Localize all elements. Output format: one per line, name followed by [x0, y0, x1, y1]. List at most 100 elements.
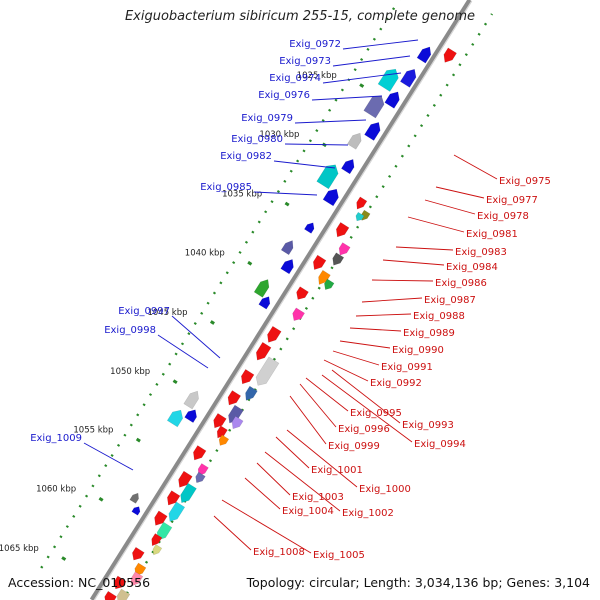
- forward-gene-5: [363, 95, 385, 119]
- reverse-leader-line: [453, 154, 498, 180]
- reverse-gene-13: [267, 325, 282, 343]
- gene-label-exig-1005: Exig_1005: [313, 550, 365, 561]
- reverse-gene-32: [156, 521, 173, 541]
- map-title: Exiguobacterium sibiricum 255-15, comple…: [124, 9, 476, 24]
- forward-gene-14: [253, 279, 270, 298]
- gene-label-exig-0997: Exig_0997: [118, 306, 170, 317]
- reverse-gene-5-shape: [336, 222, 350, 238]
- reverse-gene-15-shape: [255, 356, 280, 386]
- gene-label-exig-0985: Exig_0985: [200, 182, 252, 193]
- reverse-gene-26-shape: [195, 471, 206, 484]
- forward-leader-line: [171, 315, 221, 359]
- reverse-gene-13-shape: [267, 325, 282, 343]
- kbp-label: 1030 kbp: [259, 130, 299, 140]
- forward-leader-line: [83, 442, 134, 471]
- forward-gene-17-shape: [184, 409, 197, 423]
- reverse-leader-line: [221, 499, 312, 554]
- reverse-gene-7-shape: [332, 252, 345, 266]
- reverse-gene-39-shape: [116, 588, 131, 600]
- reverse-leader-line: [299, 383, 337, 428]
- kbp-tick-5: [209, 320, 215, 325]
- gene-label-exig-0990: Exig_0990: [392, 345, 444, 356]
- reverse-leader-line: [435, 186, 485, 199]
- forward-leader-line: [294, 119, 367, 124]
- reverse-gene-30: [168, 501, 186, 522]
- forward-gene-8-shape: [341, 159, 355, 175]
- reverse-gene-18-shape: [227, 390, 242, 406]
- reverse-gene-35-shape: [132, 546, 145, 561]
- reverse-gene-1: [443, 47, 457, 63]
- kbp-label: 1045 kbp: [147, 308, 187, 318]
- reverse-gene-37-shape: [130, 571, 144, 587]
- forward-gene-1-shape: [416, 46, 432, 64]
- reverse-gene-3-shape: [361, 209, 371, 221]
- reverse-gene-33: [151, 533, 163, 547]
- kbp-tick-7: [135, 437, 141, 443]
- gene-label-exig-1009: Exig_1009: [30, 433, 82, 444]
- forward-leader-line: [284, 143, 349, 146]
- forward-leader-line: [253, 191, 318, 196]
- gene-label-exig-0991: Exig_0991: [381, 362, 433, 373]
- gene-label-exig-0974: Exig_0974: [269, 73, 321, 84]
- kbp-label: 1060 kbp: [36, 485, 76, 495]
- gene-label-exig-0995: Exig_0995: [350, 408, 402, 419]
- reverse-gene-40: [104, 590, 117, 600]
- reverse-leader-line: [286, 429, 358, 488]
- reverse-gene-40-shape: [104, 590, 117, 600]
- gene-label-exig-0973: Exig_0973: [279, 56, 331, 67]
- reverse-leader-line: [361, 297, 423, 303]
- forward-gene-19-shape: [129, 492, 139, 504]
- reverse-gene-24-shape: [193, 445, 207, 461]
- reverse-leader-line: [355, 313, 412, 317]
- backbone-line: [89, 0, 473, 600]
- gene-label-exig-0983: Exig_0983: [455, 247, 507, 258]
- reverse-gene-27-shape: [178, 470, 193, 488]
- reverse-leader-line: [424, 199, 476, 215]
- reverse-gene-11-shape: [296, 286, 309, 300]
- reverse-gene-8: [313, 254, 327, 270]
- forward-gene-10: [322, 188, 339, 207]
- forward-gene-20-shape: [131, 506, 141, 516]
- forward-gene-18: [166, 409, 184, 428]
- kbp-tick-6: [172, 379, 178, 385]
- reverse-leader-line: [349, 327, 402, 332]
- gene-label-exig-1002: Exig_1002: [342, 508, 394, 519]
- forward-gene-16: [183, 390, 199, 410]
- reverse-gene-32-shape: [156, 521, 173, 541]
- forward-gene-2: [399, 68, 417, 88]
- forward-gene-17: [184, 409, 197, 423]
- reverse-leader-line: [332, 350, 380, 366]
- reverse-leader-line: [256, 462, 291, 496]
- forward-gene-1: [416, 46, 432, 64]
- gene-label-exig-1000: Exig_1000: [359, 484, 411, 495]
- reverse-gene-11: [296, 286, 309, 300]
- reverse-gene-24: [193, 445, 207, 461]
- reverse-gene-20-shape: [231, 415, 244, 430]
- reverse-leader-line: [289, 395, 327, 445]
- reverse-leader-line: [371, 279, 434, 282]
- reverse-leader-line: [264, 451, 341, 512]
- reverse-gene-12-shape: [292, 307, 305, 321]
- reverse-gene-33-shape: [151, 533, 163, 547]
- reverse-gene-16: [241, 369, 255, 385]
- reverse-leader-line: [382, 259, 445, 266]
- forward-gene-15: [258, 296, 271, 310]
- reverse-leader-line: [331, 369, 401, 424]
- forward-leader-line: [157, 334, 209, 369]
- gene-label-exig-0992: Exig_0992: [370, 378, 422, 389]
- forward-gene-14-shape: [253, 279, 270, 298]
- reverse-gene-39: [116, 588, 131, 600]
- gene-label-exig-1004: Exig_1004: [282, 506, 334, 517]
- forward-gene-4: [384, 91, 400, 109]
- forward-leader-line: [342, 39, 419, 50]
- reverse-gene-8-shape: [313, 254, 327, 270]
- forward-gene-9: [316, 164, 339, 190]
- gene-label-exig-1003: Exig_1003: [292, 492, 344, 503]
- forward-gene-19: [129, 492, 139, 504]
- reverse-gene-2-shape: [356, 196, 368, 210]
- reverse-leader-line: [407, 216, 465, 233]
- gene-label-exig-0972: Exig_0972: [289, 39, 341, 50]
- reverse-gene-31: [154, 510, 168, 526]
- reverse-gene-22: [216, 425, 228, 439]
